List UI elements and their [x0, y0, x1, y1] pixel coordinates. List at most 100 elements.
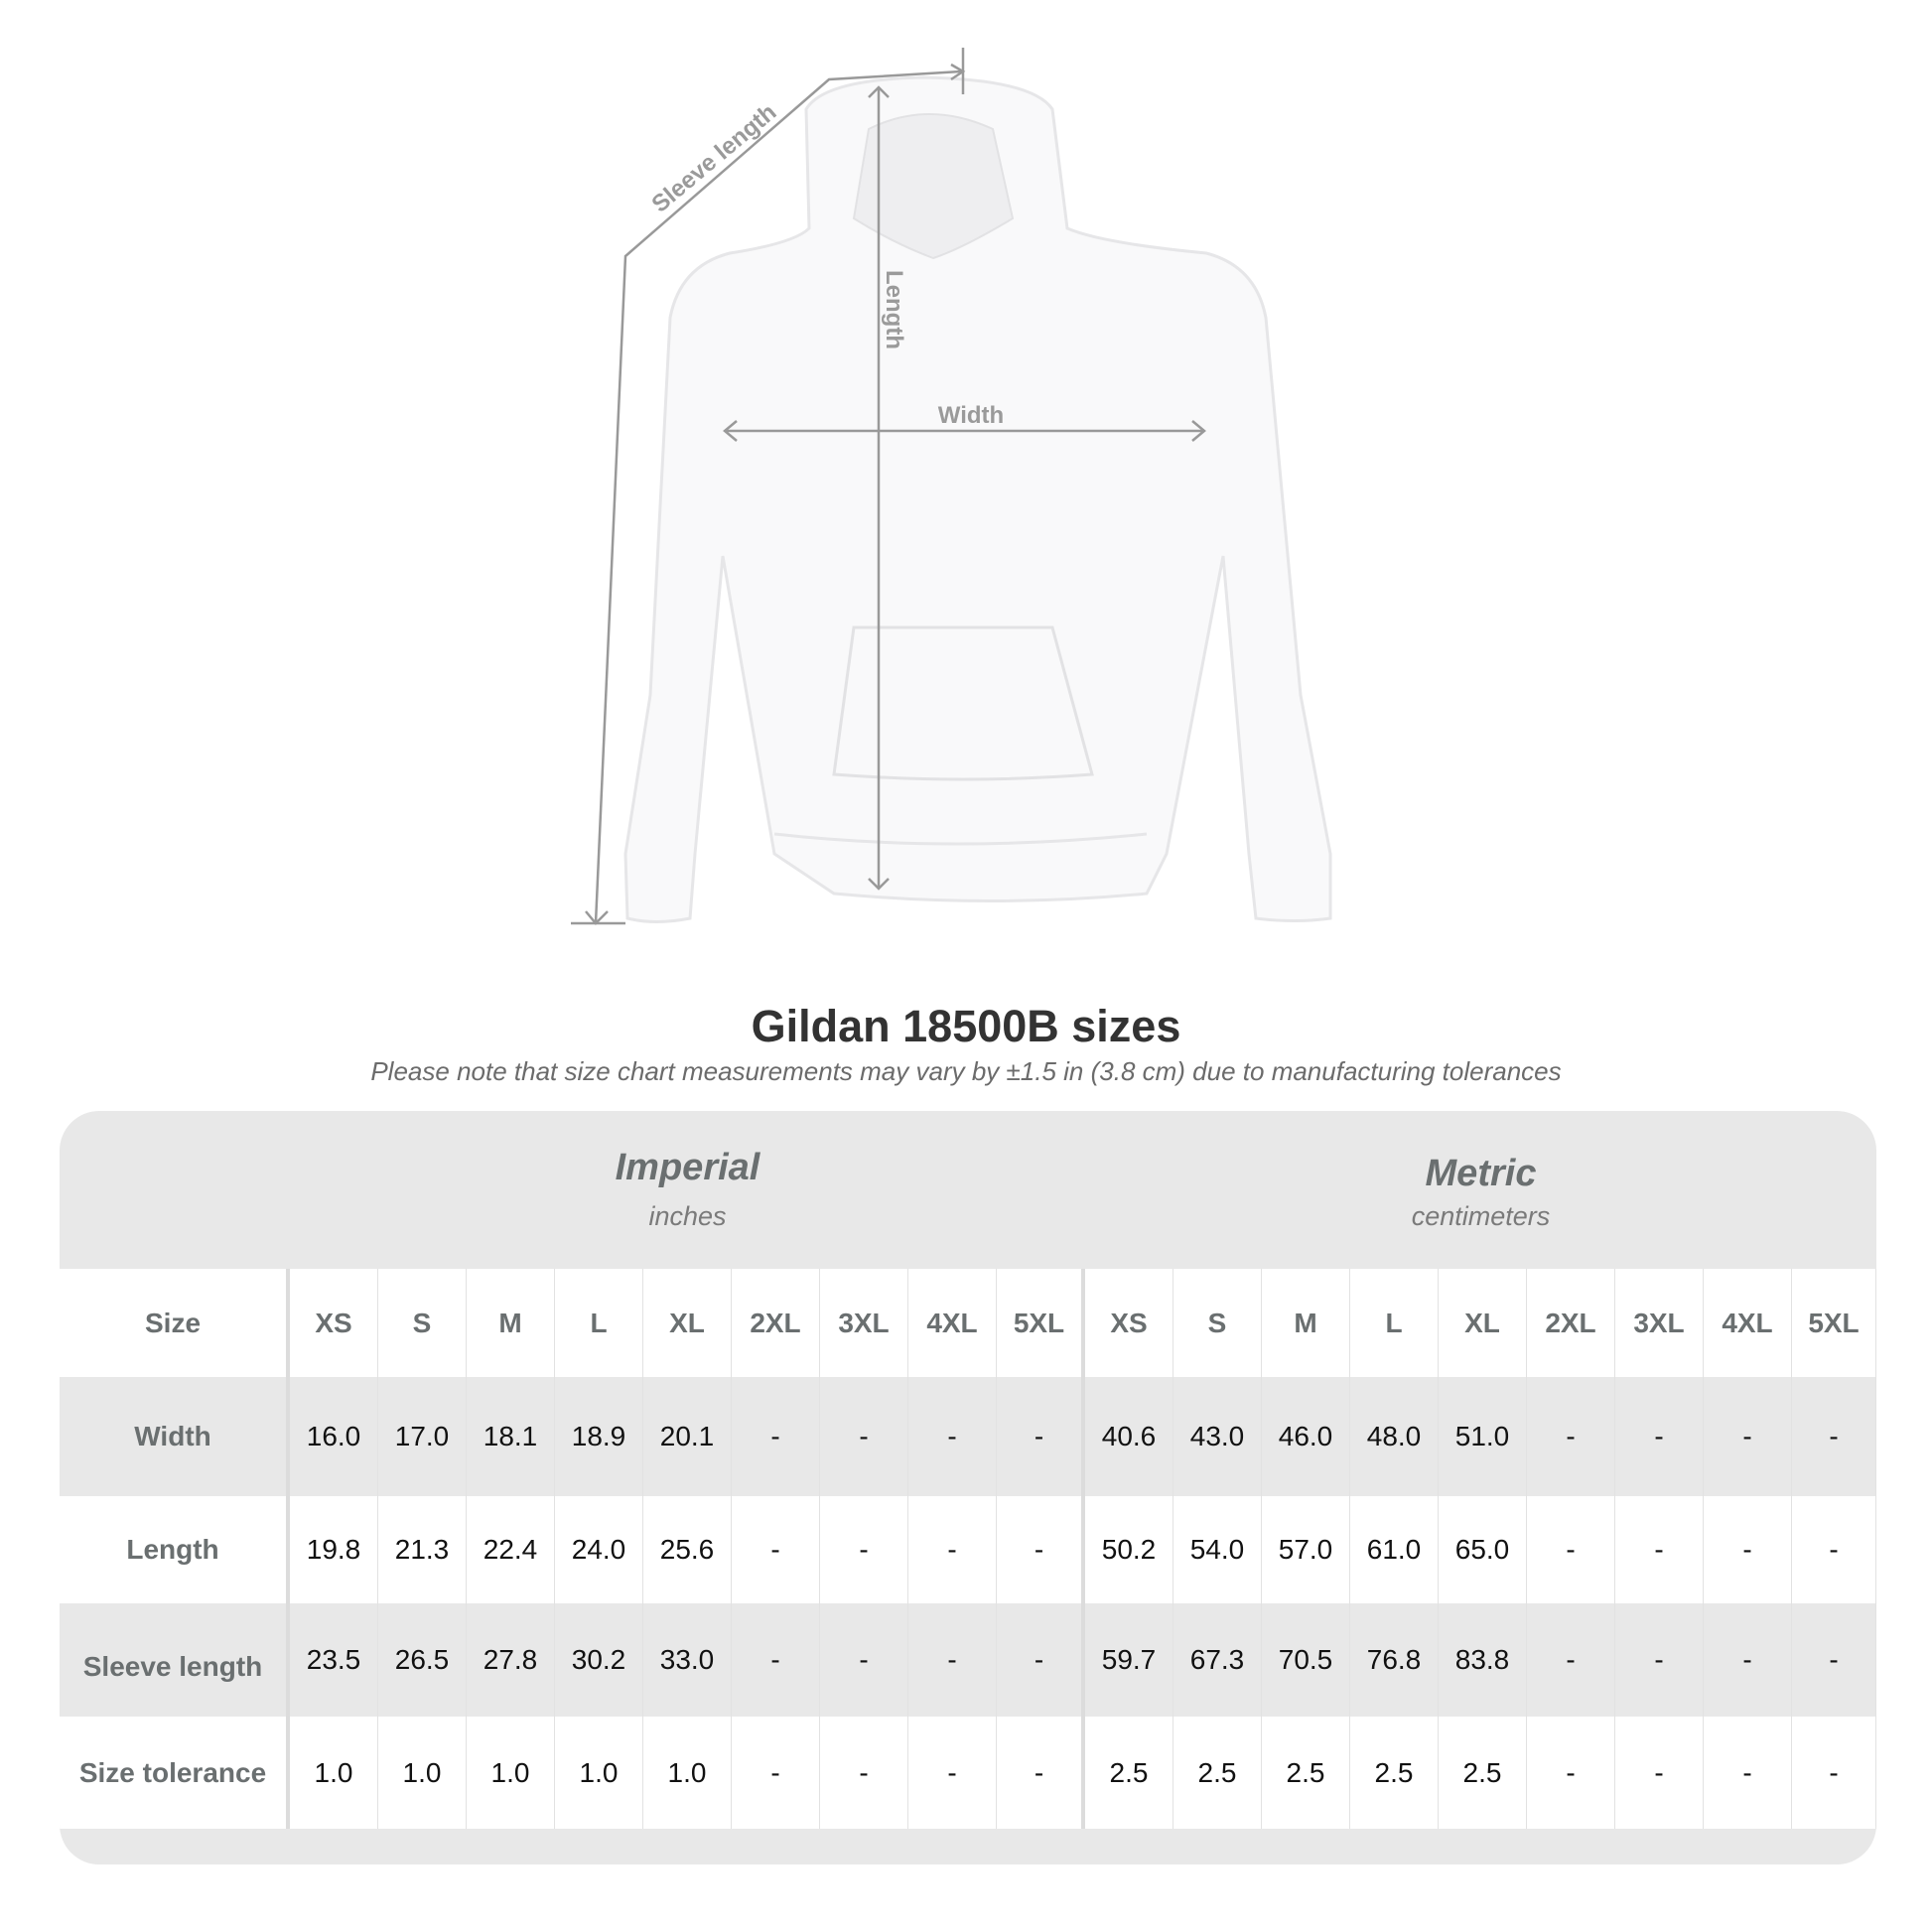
metric-value-cell: 48.0: [1350, 1377, 1439, 1496]
imperial-size-s: S: [378, 1269, 467, 1377]
row-label: Width: [60, 1377, 290, 1496]
metric-value-cell: 54.0: [1173, 1496, 1262, 1603]
imperial-value-cell: 1.0: [378, 1717, 467, 1829]
metric-value-cell: 46.0: [1262, 1377, 1350, 1496]
metric-size-xl: XL: [1439, 1269, 1527, 1377]
metric-value-cell: 2.5: [1085, 1717, 1173, 1829]
metric-value-cell: 83.8: [1439, 1603, 1527, 1717]
imperial-value-cell: -: [732, 1603, 820, 1717]
metric-value-cell: -: [1704, 1603, 1792, 1717]
imperial-value-cell: 18.1: [467, 1377, 555, 1496]
imperial-value-cell: 17.0: [378, 1377, 467, 1496]
imperial-value-cell: -: [997, 1717, 1085, 1829]
row-label: Sleeve length: [60, 1603, 290, 1717]
metric-value-cell: -: [1792, 1377, 1876, 1496]
row-label: Size tolerance: [60, 1717, 290, 1829]
metric-value-cell: 61.0: [1350, 1496, 1439, 1603]
metric-value-cell: -: [1527, 1717, 1615, 1829]
metric-value-cell: -: [1704, 1377, 1792, 1496]
imperial-value-cell: -: [732, 1496, 820, 1603]
metric-value-cell: 2.5: [1439, 1717, 1527, 1829]
metric-value-cell: -: [1527, 1603, 1615, 1717]
metric-value-cell: -: [1704, 1717, 1792, 1829]
metric-value-cell: 70.5: [1262, 1603, 1350, 1717]
metric-value-cell: 2.5: [1350, 1717, 1439, 1829]
imperial-title: Imperial: [615, 1147, 760, 1188]
imperial-value-cell: -: [820, 1717, 908, 1829]
metric-value-cell: 2.5: [1262, 1717, 1350, 1829]
table-row: Size tolerance 1.0 1.0 1.0 1.0 1.0- - - -2.5 2.5 2…: [60, 1717, 1876, 1829]
imperial-value-cell: -: [908, 1717, 997, 1829]
metric-value-cell: -: [1527, 1496, 1615, 1603]
metric-value-cell: -: [1615, 1603, 1704, 1717]
imperial-value-cell: -: [732, 1377, 820, 1496]
metric-size-5xl: 5XL: [1792, 1269, 1876, 1377]
imperial-value-cell: 1.0: [290, 1717, 378, 1829]
metric-value-cell: 65.0: [1439, 1496, 1527, 1603]
table-row: Sleeve length 23.5 26.5 27.8 30.2 33.0- - - -59.…: [60, 1603, 1876, 1717]
metric-value-cell: -: [1792, 1496, 1876, 1603]
imperial-value-cell: 25.6: [643, 1496, 732, 1603]
imperial-size-5xl: 5XL: [997, 1269, 1085, 1377]
metric-value-cell: 43.0: [1173, 1377, 1262, 1496]
metric-size-m: M: [1262, 1269, 1350, 1377]
imperial-value-cell: -: [908, 1603, 997, 1717]
size-table: Imperial inches Metric centimeters Size X…: [60, 1111, 1876, 1864]
imperial-value-cell: -: [820, 1377, 908, 1496]
imperial-value-cell: 22.4: [467, 1496, 555, 1603]
metric-unit: centimeters: [1411, 1201, 1551, 1231]
metric-value-cell: -: [1527, 1377, 1615, 1496]
imperial-value-cell: -: [820, 1603, 908, 1717]
imperial-value-cell: -: [997, 1377, 1085, 1496]
metric-value-cell: 2.5: [1173, 1717, 1262, 1829]
tolerance-note: Please note that size chart measurements…: [370, 1056, 1562, 1086]
size-grid: Size XS S M L XL 2XL 3XL 4XL 5XL XS S M L XL 2XL 3XL 4XL 5…: [60, 1269, 1876, 1829]
metric-value-cell: -: [1792, 1717, 1876, 1829]
imperial-value-cell: 27.8: [467, 1603, 555, 1717]
imperial-value-cell: -: [997, 1496, 1085, 1603]
imperial-value-cell: 24.0: [555, 1496, 643, 1603]
metric-value-cell: 59.7: [1085, 1603, 1173, 1717]
imperial-value-cell: 1.0: [643, 1717, 732, 1829]
imperial-value-cell: 1.0: [467, 1717, 555, 1829]
metric-value-cell: 67.3: [1173, 1603, 1262, 1717]
imperial-value-cell: 16.0: [290, 1377, 378, 1496]
metric-value-cell: -: [1615, 1377, 1704, 1496]
metric-size-xs: XS: [1085, 1269, 1173, 1377]
imperial-value-cell: -: [997, 1603, 1085, 1717]
table-row: Width 16.0 17.0 18.1 18.9 20.1- - - -40.6 43.0 46.…: [60, 1377, 1876, 1496]
length-label: Length: [881, 270, 907, 349]
metric-value-cell: -: [1615, 1496, 1704, 1603]
metric-value-cell: 40.6: [1085, 1377, 1173, 1496]
imperial-size-2xl: 2XL: [732, 1269, 820, 1377]
imperial-value-cell: -: [908, 1377, 997, 1496]
imperial-value-cell: 18.9: [555, 1377, 643, 1496]
imperial-value-cell: -: [820, 1496, 908, 1603]
metric-header: Metric centimeters: [1085, 1111, 1876, 1269]
imperial-unit: inches: [648, 1201, 727, 1231]
size-header-row: Size XS S M L XL 2XL 3XL 4XL 5XL XS S M L XL 2XL 3XL 4XL 5…: [60, 1269, 1876, 1377]
metric-value-cell: 76.8: [1350, 1603, 1439, 1717]
imperial-size-m: M: [467, 1269, 555, 1377]
metric-title: Metric: [1425, 1153, 1537, 1194]
metric-size-l: L: [1350, 1269, 1439, 1377]
metric-value-cell: 50.2: [1085, 1496, 1173, 1603]
dimension-lines: [571, 48, 1206, 925]
size-header-label: Size: [60, 1269, 290, 1377]
imperial-value-cell: 23.5: [290, 1603, 378, 1717]
table-row: Length 19.8 21.3 22.4 24.0 25.6- - - -50.2 54.0 57…: [60, 1496, 1876, 1603]
imperial-size-l: L: [555, 1269, 643, 1377]
imperial-value-cell: 21.3: [378, 1496, 467, 1603]
hoodie-measurement-diagram: Sleeve length Length Width: [571, 48, 1332, 925]
metric-size-s: S: [1173, 1269, 1262, 1377]
metric-value-cell: 57.0: [1262, 1496, 1350, 1603]
metric-value-cell: 51.0: [1439, 1377, 1527, 1496]
imperial-value-cell: -: [732, 1717, 820, 1829]
imperial-header: Imperial inches: [290, 1111, 1085, 1269]
imperial-value-cell: 30.2: [555, 1603, 643, 1717]
imperial-value-cell: 20.1: [643, 1377, 732, 1496]
metric-value-cell: -: [1792, 1603, 1876, 1717]
imperial-value-cell: 33.0: [643, 1603, 732, 1717]
imperial-size-xl: XL: [643, 1269, 732, 1377]
metric-value-cell: -: [1615, 1717, 1704, 1829]
